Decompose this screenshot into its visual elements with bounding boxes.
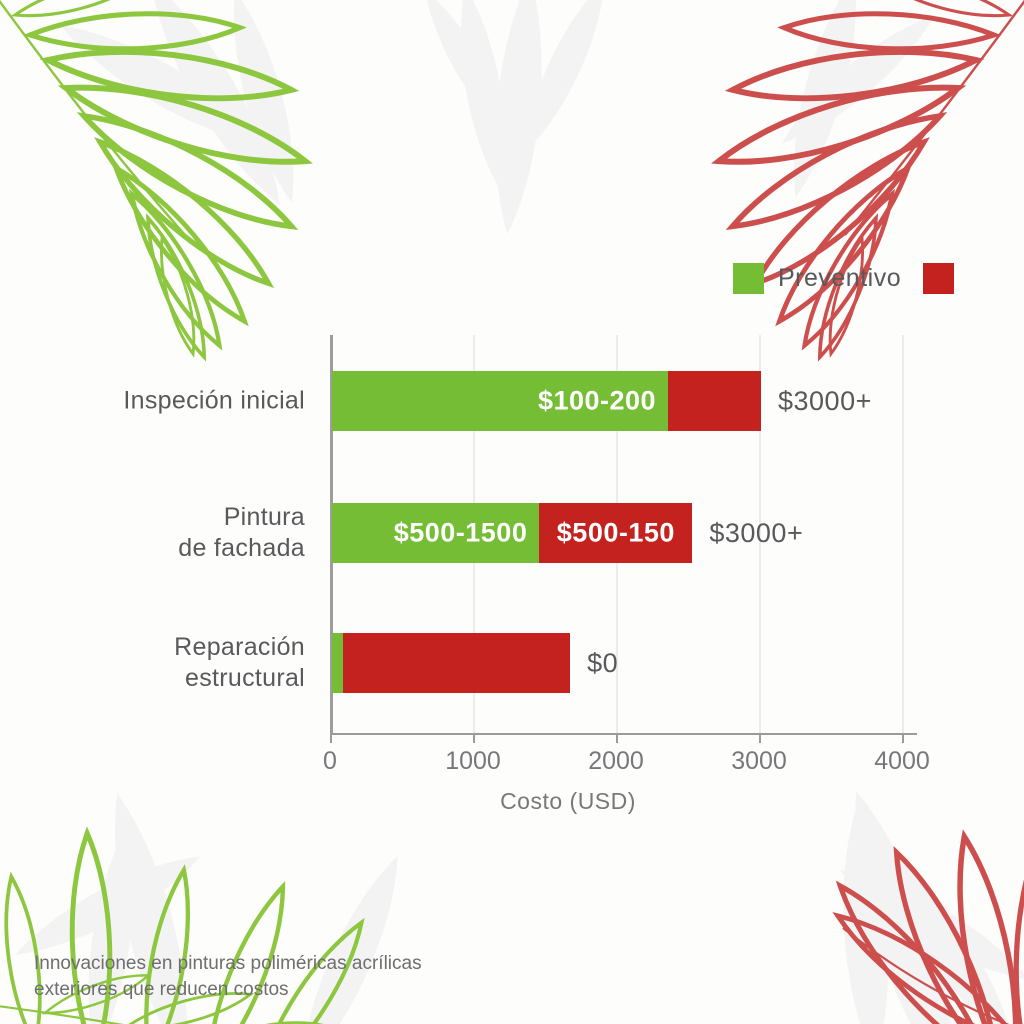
x-tick-label: 2000 [588, 747, 644, 775]
bar-segment-secondary [343, 633, 571, 693]
x-tick [902, 733, 904, 743]
gridline [759, 335, 761, 733]
plot-area: $100-200 $3000+ $500-1500 $500-150 $3000+ $0 0… [323, 335, 930, 775]
x-tick-label: 1000 [445, 747, 501, 775]
category-label: Inspeción inicial [123, 386, 305, 415]
category-label: Reparación estructural [174, 633, 305, 692]
bar-value-label: $500-1500 [393, 517, 528, 548]
bar-segment-preventivo [332, 633, 344, 693]
legend-swatch-preventivo [733, 263, 764, 294]
bar-value-label: $500-150 [556, 517, 675, 548]
footer-caption: Innovaciones en pinturas poliméricas acr… [34, 951, 422, 1003]
x-tick-label: 4000 [874, 747, 930, 775]
bar-segment-preventivo: $500-1500 [332, 503, 540, 563]
x-tick [616, 733, 618, 743]
legend-label-preventivo: Preventivo [778, 264, 902, 292]
footer-line-1: Innovaciones en pinturas poliméricas acr… [34, 953, 422, 974]
gridline [902, 335, 904, 733]
x-tick [330, 733, 332, 743]
bar-segment-preventivo: $100-200 [332, 371, 669, 431]
x-axis-title: Costo (USD) [500, 788, 636, 814]
bar-value-label: $100-200 [537, 385, 657, 416]
leaf-frond-top-right [713, 0, 1024, 364]
legend-swatch-secondary [923, 263, 955, 294]
outside-value-label: $0 [587, 648, 619, 678]
x-tick-label: 3000 [731, 747, 787, 775]
leaf-cluster-bottom-left [0, 832, 375, 1024]
category-label: Pintura de fachada [178, 503, 305, 562]
x-tick [473, 733, 475, 743]
bar-segment-secondary: $500-150 [539, 503, 693, 563]
x-axis-line [330, 733, 917, 735]
y-axis-line [330, 335, 333, 733]
leaf-frond-top-left [0, 0, 311, 364]
x-tick [759, 733, 761, 743]
outside-value-label: $3000+ [778, 386, 872, 416]
footer-line-2: exteriores que reducen costos [34, 979, 289, 1000]
x-tick-label: 0 [323, 747, 337, 775]
leaf-cluster-bottom-right [794, 833, 1024, 1024]
bar-segment-secondary [668, 371, 761, 431]
outside-value-label: $3000+ [709, 518, 804, 548]
legend: Preventivo [733, 263, 990, 294]
